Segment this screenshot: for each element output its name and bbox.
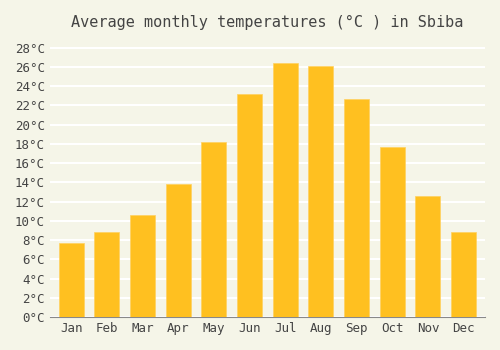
Bar	[451, 231, 476, 317]
Bar	[416, 196, 440, 317]
Bar	[380, 147, 404, 317]
Bar	[130, 215, 155, 317]
Bar	[344, 99, 369, 317]
Bar	[59, 243, 84, 317]
Title: Average monthly temperatures (°C ) in Sbiba: Average monthly temperatures (°C ) in Sb…	[71, 15, 464, 30]
Bar	[94, 231, 120, 317]
Bar	[237, 94, 262, 317]
Bar	[308, 66, 334, 317]
Bar	[202, 142, 226, 317]
Bar	[273, 63, 297, 317]
Bar	[166, 184, 190, 317]
